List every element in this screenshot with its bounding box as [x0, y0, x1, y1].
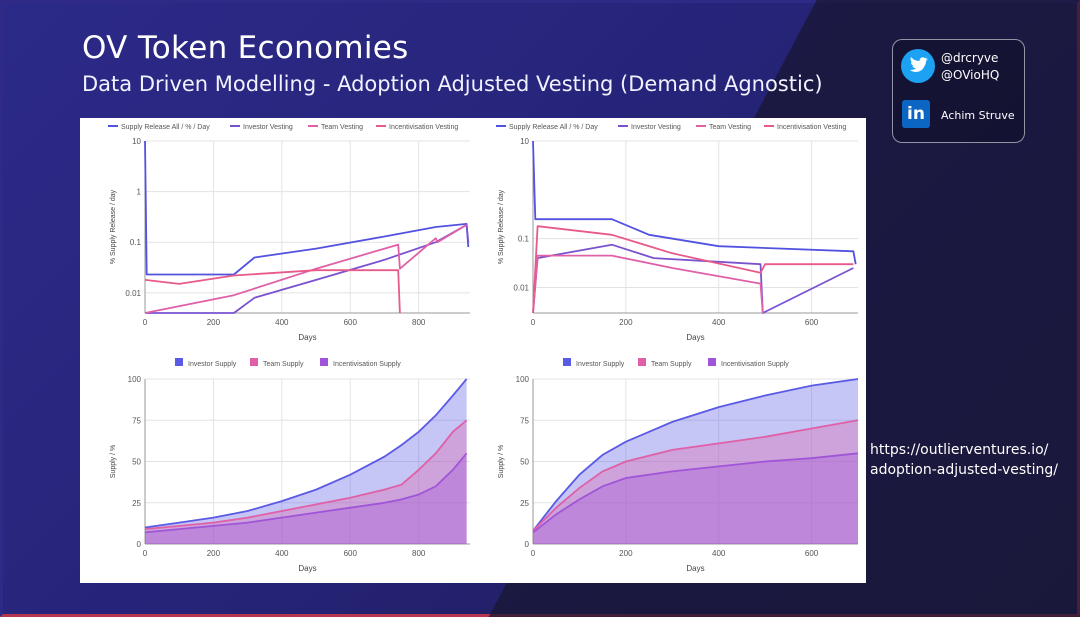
x-tick-label: 600	[805, 549, 819, 558]
series-line	[532, 254, 764, 314]
y-tick-label: 10	[132, 137, 141, 146]
legend-label: Team Supply	[651, 361, 692, 368]
legend-label: Incentivisation Supply	[333, 361, 401, 368]
social-card: @drcryve @OVioHQ in Achim Struve	[892, 39, 1025, 143]
series-line	[144, 378, 468, 529]
x-tick-label: 0	[143, 318, 148, 327]
article-link-line-1[interactable]: https://outlierventures.io/	[870, 442, 1049, 458]
legend-swatch	[638, 358, 646, 366]
x-tick-label: 400	[275, 318, 289, 327]
legend-label: Incentivisation Vesting	[389, 124, 458, 131]
article-link-line-2[interactable]: adoption-adjusted-vesting/	[870, 462, 1059, 478]
twitter-icon[interactable]	[901, 49, 935, 83]
twitter-handle-1[interactable]: @drcryve	[941, 51, 999, 65]
x-tick-label: 400	[275, 549, 289, 558]
x-tick-label: 0	[531, 549, 536, 558]
x-tick-label: 200	[619, 318, 633, 327]
legend-label: Team Supply	[263, 361, 304, 368]
x-tick-label: 0	[531, 318, 536, 327]
y-tick-label: 1	[137, 188, 142, 197]
series-line	[144, 452, 468, 534]
y-tick-label: 50	[132, 458, 141, 467]
legend-label: Supply Release All / % / Day	[121, 124, 210, 131]
y-tick-label: 0.01	[125, 289, 141, 298]
x-axis-label: Days	[298, 333, 316, 342]
x-tick-label: 400	[712, 318, 726, 327]
slide-title: OV Token Economies	[82, 30, 409, 66]
legend-label: Investor Vesting	[631, 124, 681, 131]
legend-swatch	[708, 358, 716, 366]
series-line	[532, 378, 859, 532]
article-link[interactable]: https://outlierventures.io/ adoption-adj…	[870, 440, 1058, 480]
legend-label: Team Vesting	[709, 124, 751, 131]
series-line	[532, 452, 859, 534]
series-area	[145, 420, 467, 544]
linkedin-icon[interactable]: in	[902, 100, 930, 128]
legend-label: Investor Supply	[576, 361, 625, 368]
series-area	[533, 379, 858, 544]
y-axis-label: Supply / %	[498, 445, 505, 478]
legend-label: Incentivisation Vesting	[777, 124, 846, 131]
x-tick-label: 200	[207, 549, 221, 558]
series-line	[144, 419, 468, 530]
x-axis-label: Days	[298, 564, 316, 573]
series-line	[532, 419, 859, 532]
legend-swatch	[320, 358, 328, 366]
y-tick-label: 0	[525, 540, 530, 549]
x-tick-label: 600	[805, 318, 819, 327]
series-line	[145, 224, 470, 314]
linkedin-name[interactable]: Achim Struve	[941, 109, 1015, 122]
twitter-handle-2[interactable]: @OVioHQ	[941, 68, 1000, 82]
charts-svg: 0 200 400 600 800 10 1 0.1 0.01 Days % Supply Rele…	[108, 124, 859, 573]
legend-swatch	[250, 358, 258, 366]
series-line	[532, 140, 857, 265]
legend-label: Investor Vesting	[243, 124, 293, 131]
x-axis-label: Days	[686, 564, 704, 573]
y-tick-label: 25	[520, 499, 529, 508]
legend-label: Investor Supply	[188, 361, 237, 368]
x-tick-label: 200	[619, 549, 633, 558]
y-tick-label: 0.01	[513, 283, 529, 292]
y-tick-label: 0.1	[518, 235, 530, 244]
legend-label: Team Vesting	[321, 124, 363, 131]
legend-swatch	[563, 358, 571, 366]
series-line	[144, 269, 401, 314]
y-tick-label: 100	[128, 375, 142, 384]
legend-label: Supply Release All / % / Day	[509, 124, 598, 131]
series-line	[144, 224, 468, 314]
x-tick-label: 600	[344, 549, 358, 558]
y-tick-label: 25	[132, 499, 141, 508]
y-tick-label: 0.1	[130, 238, 142, 247]
y-tick-label: 10	[520, 137, 529, 146]
series-area	[533, 453, 858, 544]
series-line	[144, 140, 470, 276]
y-tick-label: 100	[516, 375, 530, 384]
y-tick-label: 50	[520, 458, 529, 467]
x-tick-label: 800	[412, 549, 426, 558]
legend-label: Incentivisation Supply	[721, 361, 789, 368]
y-tick-label: 0	[137, 540, 142, 549]
series-area	[533, 420, 858, 544]
x-tick-label: 600	[344, 318, 358, 327]
x-tick-label: 0	[143, 549, 148, 558]
series-line	[532, 225, 854, 314]
y-tick-label: 75	[132, 416, 141, 425]
x-tick-label: 400	[712, 549, 726, 558]
series-area	[145, 453, 467, 544]
y-axis-label: Supply / %	[110, 445, 117, 478]
legend-swatch	[175, 358, 183, 366]
slide-subtitle: Data Driven Modelling - Adoption Adjuste…	[82, 72, 823, 96]
y-tick-label: 75	[520, 416, 529, 425]
charts-panel: 0 200 400 600 800 10 1 0.1 0.01 Days % Supply Rele…	[80, 118, 866, 583]
y-axis-label: % Supply Release / day	[498, 189, 505, 264]
y-axis-label: % Supply Release / day	[110, 189, 117, 264]
x-tick-label: 200	[207, 318, 221, 327]
x-axis-label: Days	[686, 333, 704, 342]
x-tick-label: 800	[412, 318, 426, 327]
